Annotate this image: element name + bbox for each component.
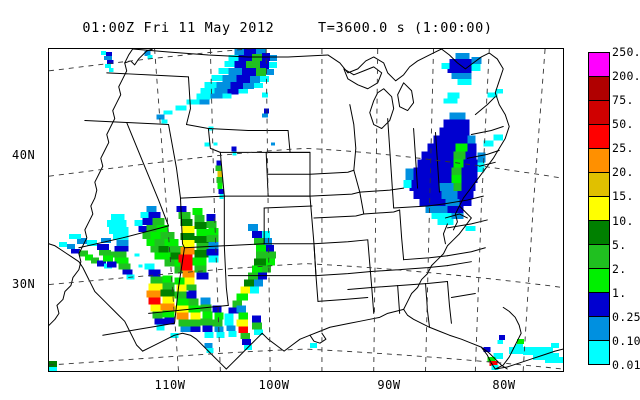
colorbar-label-11: 0.25 (612, 309, 640, 324)
colorbar-label-5: 20. (612, 165, 634, 180)
colorbar-label-4: 25. (612, 141, 634, 156)
colorbar-band-8 (589, 245, 609, 269)
colorbar-label-6: 15. (612, 189, 634, 204)
colorbar-band-10 (589, 293, 609, 317)
x-axis-tick-100w: 100W (258, 378, 290, 392)
colorbar-band-0 (589, 53, 609, 77)
colorbar-band-11 (589, 317, 609, 341)
colorbar-label-2: 75. (612, 93, 634, 108)
colorbar-label-8: 5. (612, 237, 627, 252)
y-axis-tick-30n: 30N (12, 277, 36, 291)
precipitation-field (49, 49, 563, 371)
colorbar-label-10: 1. (612, 285, 627, 300)
colorbar-band-1 (589, 77, 609, 101)
colorbar-band-6 (589, 197, 609, 221)
x-axis-tick-80w: 80W (492, 378, 516, 392)
colorbar-band-9 (589, 269, 609, 293)
colorbar-label-7: 10. (612, 213, 634, 228)
lat-lon-graticule (49, 49, 563, 371)
colorbar-band-5 (589, 173, 609, 197)
colorbar (588, 52, 610, 365)
colorbar-label-3: 50. (612, 117, 634, 132)
y-axis-tick-40n: 40N (12, 148, 36, 162)
colorbar-label-13: 0.01 (612, 358, 640, 372)
colorbar-band-12 (589, 341, 609, 364)
colorbar-label-9: 2. (612, 261, 627, 276)
x-axis-tick-90w: 90W (377, 378, 401, 392)
map-plot-area (48, 48, 564, 372)
colorbar-band-3 (589, 125, 609, 149)
colorbar-label-0: 250. (612, 45, 640, 59)
page-title: 01:00Z Fri 11 May 2012 T=3600.0 s (1:00:… (82, 20, 493, 36)
colorbar-tick-labels: 250. 200. 75. 50. 25. 20. 15. 10. 5. 2. 1. 0.25 0.10… (612, 45, 640, 372)
colorbar-label-12: 0.10 (612, 333, 640, 348)
colorbar-label-1: 200. (612, 69, 640, 84)
us-map-outline (49, 49, 563, 370)
colorbar-band-4 (589, 149, 609, 173)
colorbar-band-7 (589, 221, 609, 245)
colorbar-band-2 (589, 101, 609, 125)
x-axis-tick-110w: 110W (154, 378, 186, 392)
